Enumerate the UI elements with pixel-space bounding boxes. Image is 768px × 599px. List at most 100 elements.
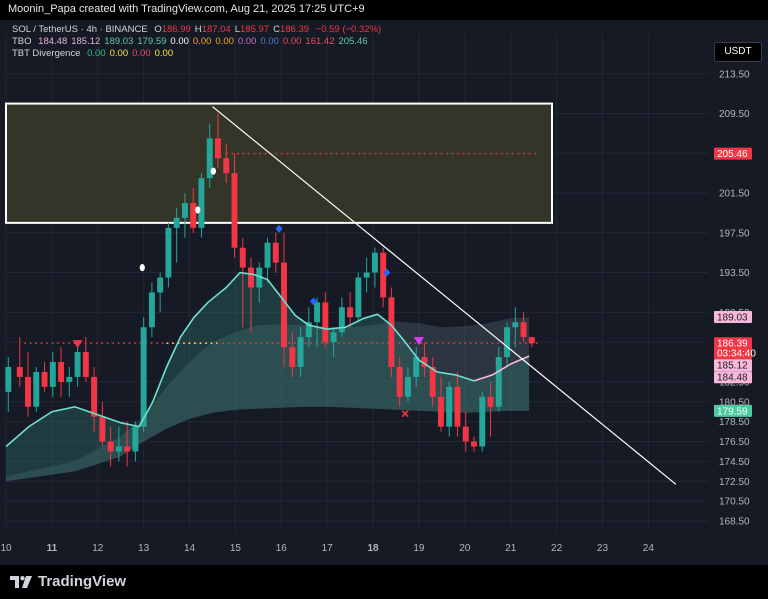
candle bbox=[16, 337, 23, 387]
candle-body bbox=[396, 366, 403, 397]
x-tick-label: 21 bbox=[505, 543, 517, 554]
ohlc-o: O186.99 bbox=[154, 24, 190, 35]
candle bbox=[446, 381, 453, 437]
candle-body bbox=[437, 396, 444, 427]
candle-body bbox=[520, 322, 527, 338]
price-label: 184.48 bbox=[714, 371, 752, 384]
price-label: 189.03 bbox=[714, 310, 752, 323]
ohlc-value: 185.97 bbox=[240, 24, 270, 35]
candle bbox=[231, 153, 238, 258]
y-tick-label: 174.50 bbox=[719, 457, 750, 468]
x-tick-label: 14 bbox=[184, 543, 196, 554]
candle-body bbox=[231, 173, 238, 248]
price-chart[interactable]: 213.50209.50205.50201.50197.50193.50189.… bbox=[0, 20, 768, 565]
ohlc-key: H bbox=[194, 24, 202, 35]
supply-zone bbox=[5, 102, 553, 224]
candle-body bbox=[264, 242, 271, 268]
x-tick-label: 17 bbox=[322, 543, 334, 554]
candle bbox=[91, 366, 98, 432]
candle-body bbox=[462, 426, 469, 442]
supply-zone-box[interactable] bbox=[5, 102, 553, 224]
ohlc-key: O bbox=[154, 24, 162, 35]
y-axis: 213.50209.50205.50201.50197.50193.50189.… bbox=[719, 69, 750, 527]
candle bbox=[495, 347, 502, 412]
y-tick-label: 213.50 bbox=[719, 69, 750, 80]
candle-body bbox=[297, 337, 304, 367]
candle-body bbox=[82, 352, 89, 377]
symbol-label: SOL / TetherUS · 4h · BINANCE bbox=[12, 24, 148, 35]
signal-dot bbox=[210, 167, 216, 175]
tbo-value: 0.00 bbox=[237, 36, 257, 47]
chart-area[interactable]: 213.50209.50205.50201.50197.50193.50189.… bbox=[0, 20, 768, 565]
dotted-levels bbox=[24, 152, 539, 344]
tbo-value: 185.12 bbox=[71, 36, 101, 47]
candle-body bbox=[256, 267, 263, 288]
candle bbox=[388, 287, 395, 377]
candle-body bbox=[413, 357, 420, 377]
tbo-fast-line-bull bbox=[5, 271, 475, 448]
candle-body bbox=[248, 267, 254, 288]
signal-diamond bbox=[383, 268, 391, 277]
x-tick-label: 16 bbox=[276, 543, 288, 554]
candle-body bbox=[173, 217, 180, 228]
ohlc-key: L bbox=[234, 24, 241, 35]
candle bbox=[272, 232, 279, 273]
candle-body bbox=[404, 376, 411, 397]
x-tick-label: 22 bbox=[551, 543, 563, 554]
candle-body bbox=[421, 357, 428, 367]
candle bbox=[115, 426, 122, 462]
candle-body bbox=[479, 396, 486, 447]
x-tick-label: 15 bbox=[230, 543, 242, 554]
footer-bar: TradingView bbox=[0, 565, 768, 599]
candle-body bbox=[91, 376, 98, 417]
caption-bar: Moonin_Papa created with TradingView.com… bbox=[0, 0, 768, 20]
price-label: 179.59 bbox=[714, 404, 752, 417]
price-label-text: 184.48 bbox=[717, 373, 748, 384]
tbo-cloud bbox=[6, 272, 530, 482]
price-label: 185.12 bbox=[714, 359, 752, 372]
candle-body bbox=[165, 227, 172, 278]
candle bbox=[107, 426, 114, 467]
y-tick-label: 170.50 bbox=[719, 497, 750, 508]
legend-tbo-row: TBO 184.48 185.12 189.03 179.59 0.00 0.00 0.00… bbox=[12, 36, 372, 48]
y-tick-label: 180.50 bbox=[719, 397, 750, 408]
candle-body bbox=[5, 366, 12, 392]
tbo-value: 161.42 bbox=[305, 36, 335, 47]
candle bbox=[215, 113, 221, 169]
legend-symbol-row: SOL / TetherUS · 4h · BINANCE O186.99 H 18… bbox=[12, 24, 385, 36]
x-axis: 10 11 12 13 14 15 16 17 18 19 20 21 22 23 24 bbox=[0, 543, 654, 554]
divergence-values: 0.00 0.00 0.00 0.00 bbox=[87, 48, 177, 59]
candle bbox=[322, 292, 329, 348]
candle bbox=[148, 282, 155, 338]
candle bbox=[429, 357, 436, 407]
candle bbox=[74, 347, 81, 387]
candle-body bbox=[33, 371, 40, 407]
tradingview-logo[interactable]: TradingView bbox=[10, 573, 126, 590]
trendline[interactable] bbox=[212, 106, 677, 485]
candle-body bbox=[371, 252, 378, 273]
cross-stroke bbox=[401, 410, 409, 418]
candle bbox=[190, 188, 197, 233]
candle-body bbox=[107, 441, 114, 452]
candle-body bbox=[429, 366, 436, 397]
candle-body bbox=[239, 247, 246, 268]
signal-diamond bbox=[275, 224, 283, 233]
change-value: −0.59 (−0.32%) bbox=[315, 24, 382, 35]
tbo-fast-line-bear bbox=[473, 355, 530, 382]
x-tick-label: 19 bbox=[413, 543, 425, 554]
y-tick-label: 209.50 bbox=[719, 109, 750, 120]
candle bbox=[404, 366, 411, 402]
candle-body bbox=[66, 376, 73, 382]
x-tick-label: 11 bbox=[47, 543, 58, 554]
x-tick-label: 18 bbox=[367, 543, 379, 554]
currency-button[interactable]: USDT bbox=[714, 42, 762, 62]
divergence-value: 0.00 bbox=[132, 48, 151, 59]
candle bbox=[413, 347, 420, 387]
x-tick-label: 20 bbox=[459, 543, 471, 554]
candle bbox=[5, 357, 12, 412]
candle bbox=[124, 421, 131, 467]
countdown-text: 03:34:40 bbox=[717, 349, 756, 360]
candle bbox=[371, 247, 378, 288]
candle-body bbox=[487, 396, 494, 407]
